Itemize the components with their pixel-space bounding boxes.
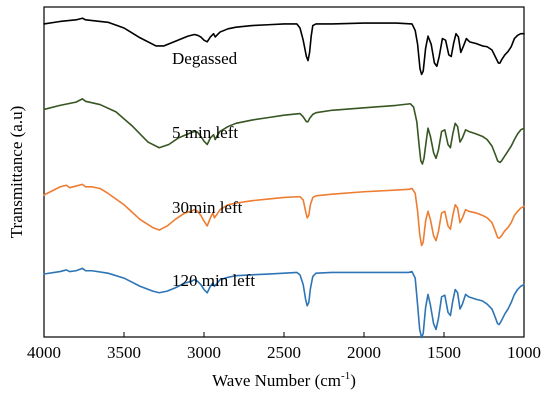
x-tick-label: 1500 [427,343,461,362]
series-labels: Degassed 5 min left 30min left 120 min left [172,49,255,290]
series-line-3 [43,267,525,339]
x-tick-label: 2500 [267,343,301,362]
series-label: 30min left [172,198,243,217]
series-line-2 [43,183,525,247]
x-axis: 4000 3500 3000 2500 2000 1500 1000 [27,332,541,362]
x-tick-label: 2000 [347,343,381,362]
y-axis-title: Transmittance (a.u) [7,106,26,239]
x-tick-label: 3500 [107,343,141,362]
x-tick-label: 4000 [27,343,61,362]
x-tick-label: 3000 [187,343,221,362]
series-line-1 [43,98,525,165]
series-line-0 [43,17,525,76]
series-label: 120 min left [172,271,255,290]
series-label: Degassed [172,49,238,68]
x-tick-label: 1000 [507,343,541,362]
series-layer [43,17,525,339]
x-axis-title: Wave Number (cm-1) [212,370,356,390]
series-label: 5 min left [172,123,238,142]
